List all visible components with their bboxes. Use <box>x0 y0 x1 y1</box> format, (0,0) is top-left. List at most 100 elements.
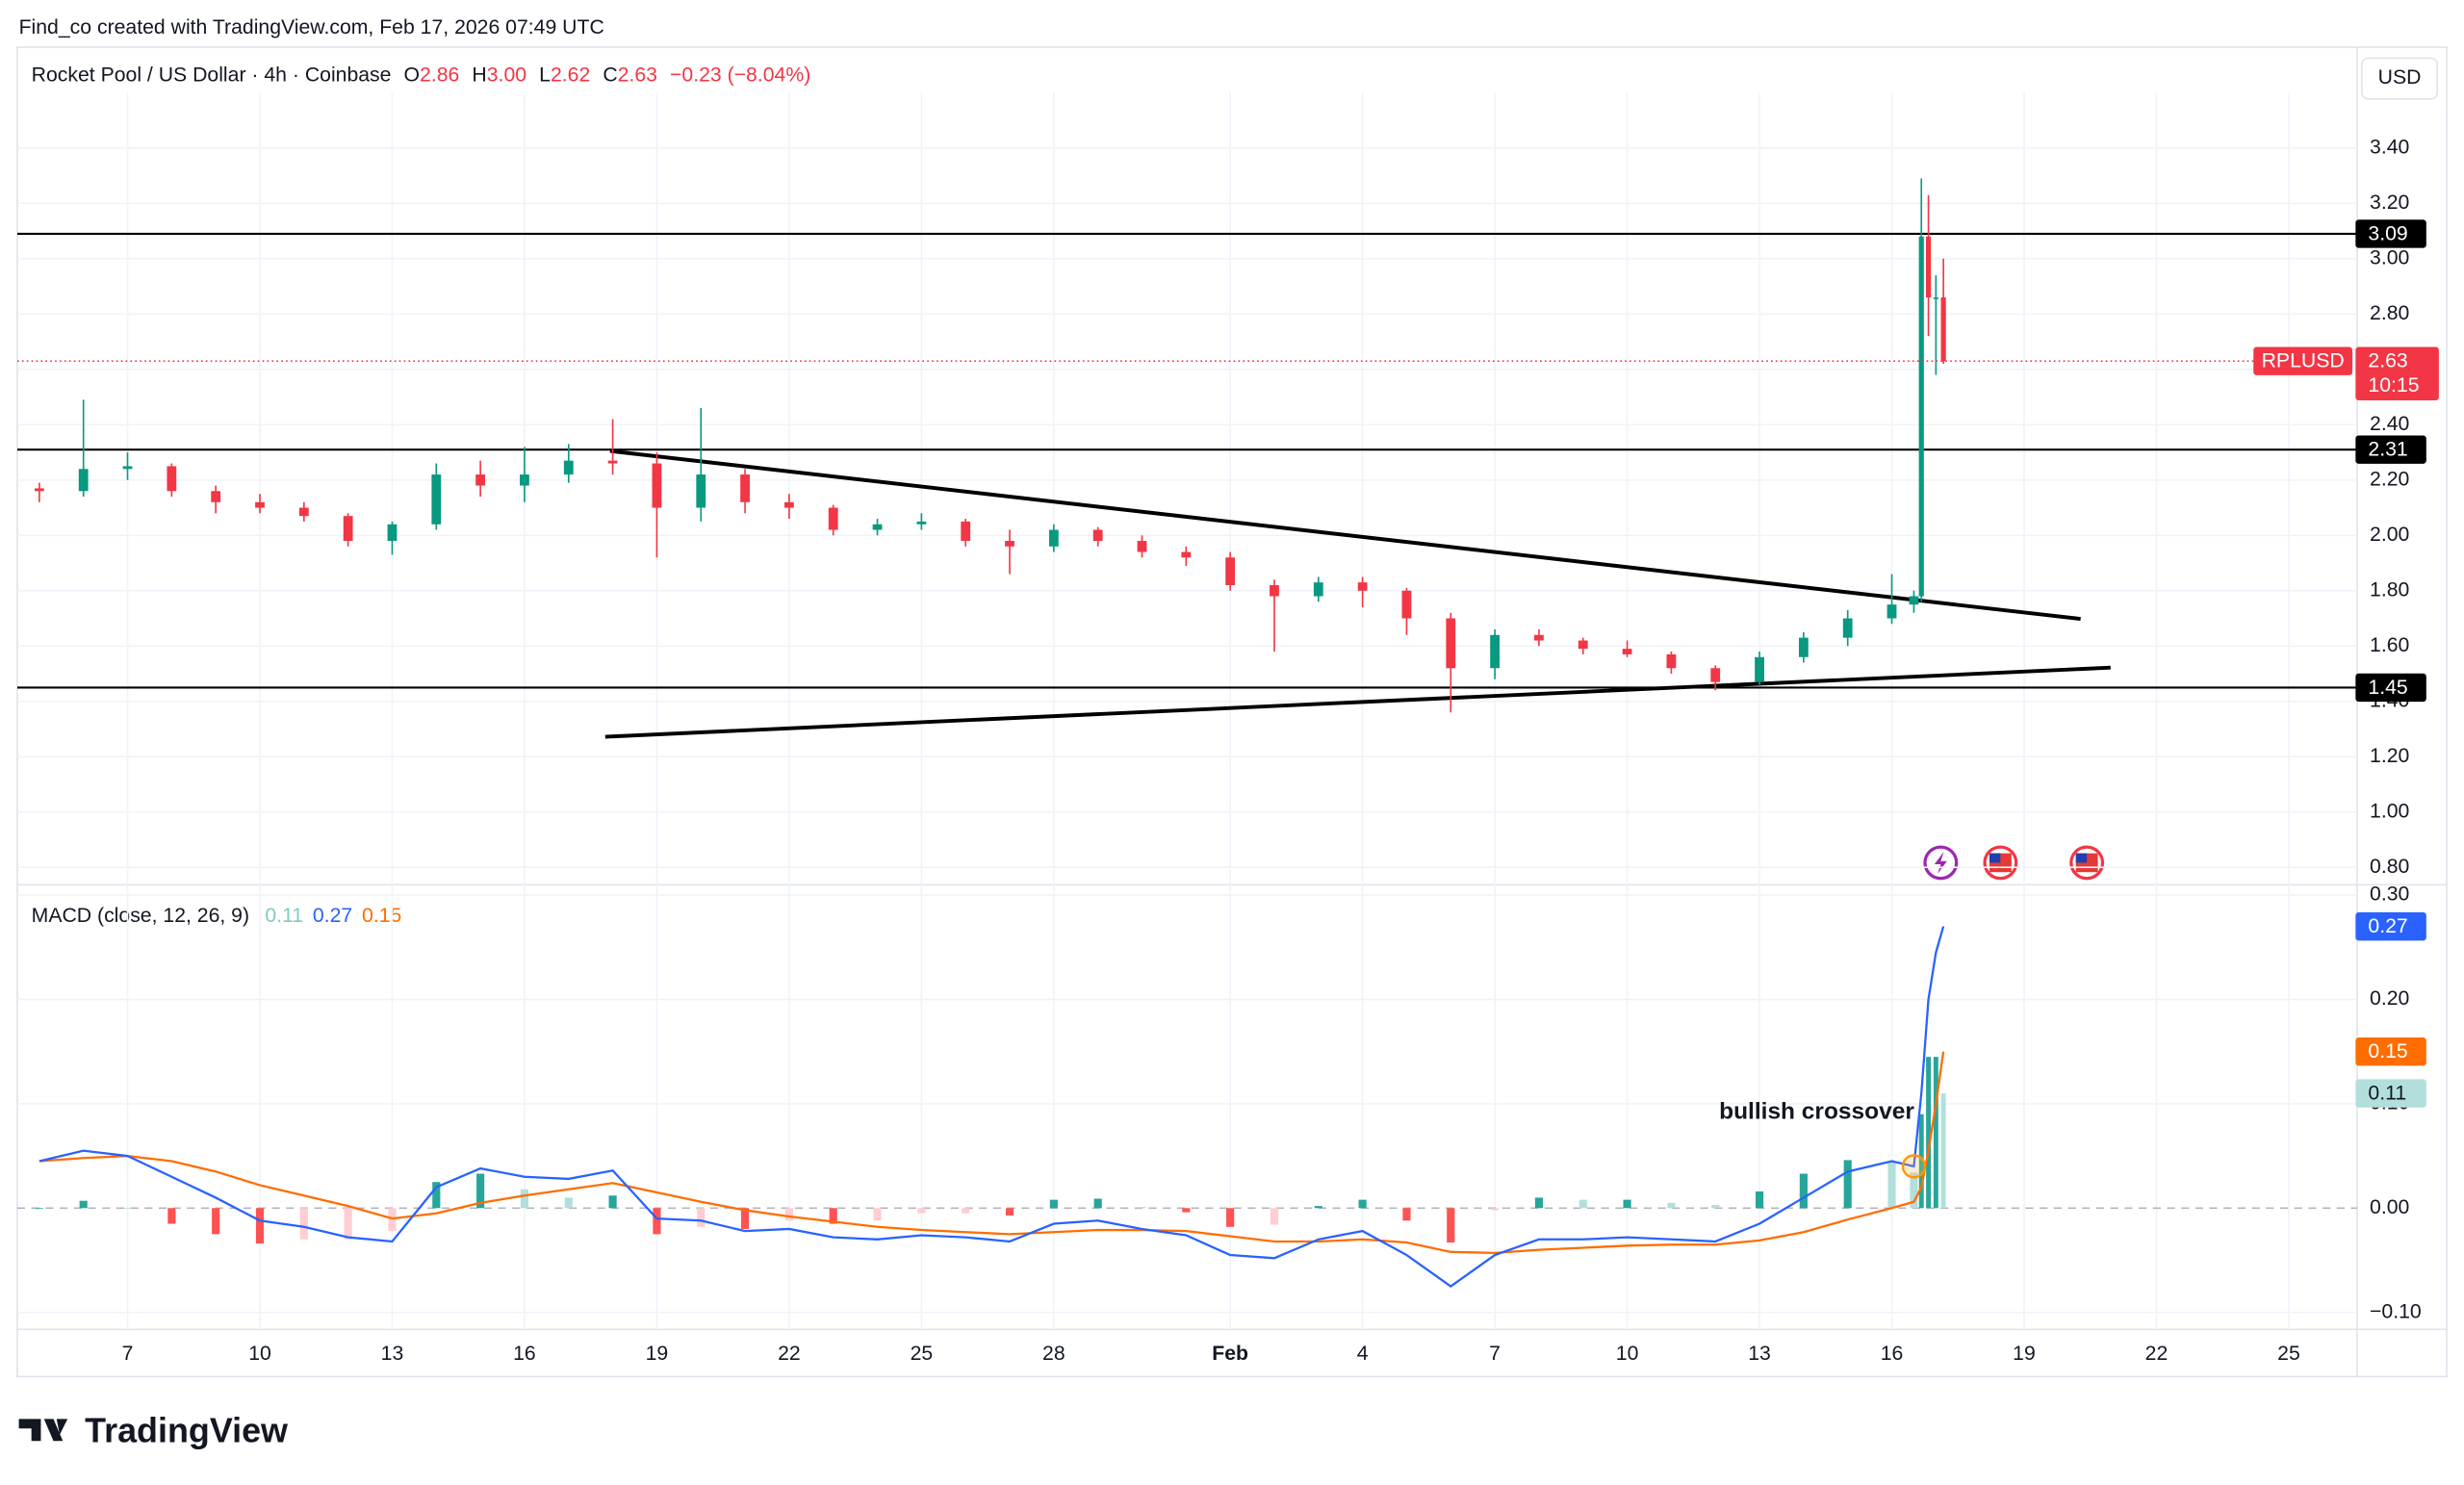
candle-body <box>1005 541 1014 547</box>
value-label: 0.15 <box>2368 1040 2407 1063</box>
x-tick-label: 13 <box>1748 1343 1771 1365</box>
histogram-bar <box>917 1208 926 1214</box>
histogram-bar <box>299 1208 308 1240</box>
histogram-bar <box>520 1189 529 1209</box>
histogram-bar <box>1843 1160 1852 1209</box>
flag-canton <box>2075 853 2088 863</box>
countdown-label: 10:15 <box>2368 374 2419 397</box>
candle-body <box>255 501 265 508</box>
level-label: 2.31 <box>2368 439 2407 461</box>
histogram-bar <box>1755 1191 1764 1209</box>
histogram-bar <box>1402 1208 1411 1221</box>
histogram-bar <box>1667 1202 1676 1209</box>
value-label-box <box>2355 1079 2426 1108</box>
x-tick-label: 7 <box>122 1343 134 1365</box>
macd-title: MACD (close, 12, 26, 9) <box>32 905 249 927</box>
candle-body <box>167 466 177 492</box>
level-label: 3.09 <box>2368 222 2407 244</box>
candle-body <box>1490 634 1500 669</box>
histogram-bar <box>1578 1199 1587 1209</box>
candle-body <box>298 507 309 517</box>
histogram-bar <box>432 1182 441 1209</box>
signal-line <box>38 1051 1945 1255</box>
y-tick-label: 3.20 <box>2370 192 2409 214</box>
y-tick-label: 0.30 <box>2370 883 2409 906</box>
currency-button[interactable] <box>2361 57 2439 100</box>
y-tick-label: 0.80 <box>2370 856 2409 878</box>
y-tick-label: 0.00 <box>2370 1196 2409 1218</box>
candle-body <box>1842 618 1853 638</box>
histogram-bar <box>1093 1198 1102 1209</box>
x-tick-label: 16 <box>513 1343 536 1365</box>
candle-body <box>828 507 838 530</box>
level-label-box <box>2355 435 2426 464</box>
x-tick-label: 22 <box>778 1343 801 1365</box>
candle-body <box>1225 557 1236 586</box>
x-tick-label: 19 <box>646 1343 669 1365</box>
logo-mark <box>18 1419 68 1442</box>
logo: TradingView <box>85 1411 288 1450</box>
value-label-box <box>2355 1037 2426 1066</box>
x-tick-label: 25 <box>2277 1343 2300 1365</box>
x-tick-label: 22 <box>2145 1343 2169 1365</box>
level-label: 1.45 <box>2368 677 2407 699</box>
y-tick-label: 2.20 <box>2370 468 2409 490</box>
candle-body <box>78 469 89 492</box>
price-legend: Rocket Pool / US Dollar · 4h · Coinbase O… <box>32 64 811 86</box>
x-tick-label: 25 <box>911 1343 934 1365</box>
histogram-bar <box>1940 1093 1946 1209</box>
candle-body <box>563 460 574 475</box>
candle-body <box>475 474 486 486</box>
candle-body <box>1313 582 1323 597</box>
level-label-box <box>2355 219 2426 248</box>
y-tick-label: 1.80 <box>2370 578 2409 601</box>
y-tick-label: 3.40 <box>2370 136 2409 158</box>
histogram-bar <box>1049 1199 1058 1209</box>
candle-body <box>1909 596 1919 605</box>
histogram-bar <box>35 1208 43 1210</box>
histogram-bar <box>1314 1206 1322 1209</box>
x-tick-label: 4 <box>1357 1343 1369 1365</box>
x-tick-label: 19 <box>2013 1343 2036 1365</box>
x-tick-label: 13 <box>381 1343 404 1365</box>
lightning <box>1934 851 1947 874</box>
legend-value: 0.11 <box>265 905 303 927</box>
x-tick-label: 16 <box>1881 1343 1904 1365</box>
candle-body <box>1048 529 1059 547</box>
symbol-label-box <box>2253 346 2353 375</box>
trendline <box>604 665 2111 739</box>
legend-change: −0.23 (−8.04%) <box>670 64 810 86</box>
x-tick-label: 7 <box>1489 1343 1501 1365</box>
candle-body <box>784 501 794 508</box>
histogram-bar <box>1887 1161 1896 1209</box>
candle-body <box>652 463 662 508</box>
y-tick-label: 2.00 <box>2370 524 2409 546</box>
histogram-bar <box>167 1208 176 1224</box>
value-label-box <box>2355 911 2426 941</box>
currency[interactable]: USD <box>2378 66 2422 89</box>
macd-legend: MACD (close, 12, 26, 9) 0.11 0.27 0.15 <box>32 905 402 927</box>
histogram-bar <box>1491 1208 1500 1211</box>
legend-letter: C <box>603 64 617 86</box>
histogram-bar <box>697 1208 706 1227</box>
y-tick-label: −0.10 <box>2370 1300 2422 1322</box>
level-label-box <box>2355 673 2426 703</box>
histogram-bar <box>829 1208 837 1224</box>
candle-body <box>1925 236 1932 298</box>
histogram-bar <box>962 1208 970 1214</box>
x-tick-label: Feb <box>1212 1343 1248 1365</box>
frame <box>16 46 2448 1378</box>
histogram-bar <box>1182 1208 1191 1213</box>
histogram-bar <box>653 1208 661 1235</box>
histogram-bar <box>1005 1208 1014 1216</box>
candle-body <box>431 474 442 525</box>
legend-letter: O <box>404 64 421 86</box>
candle-body <box>122 466 133 470</box>
histogram-bar <box>608 1195 617 1209</box>
x-tick-label: 28 <box>1042 1343 1065 1365</box>
histogram-bar <box>1138 1207 1146 1209</box>
legend-value: 2.62 <box>551 64 590 86</box>
event-icons <box>1923 845 2105 881</box>
last-price-box <box>2355 346 2439 400</box>
